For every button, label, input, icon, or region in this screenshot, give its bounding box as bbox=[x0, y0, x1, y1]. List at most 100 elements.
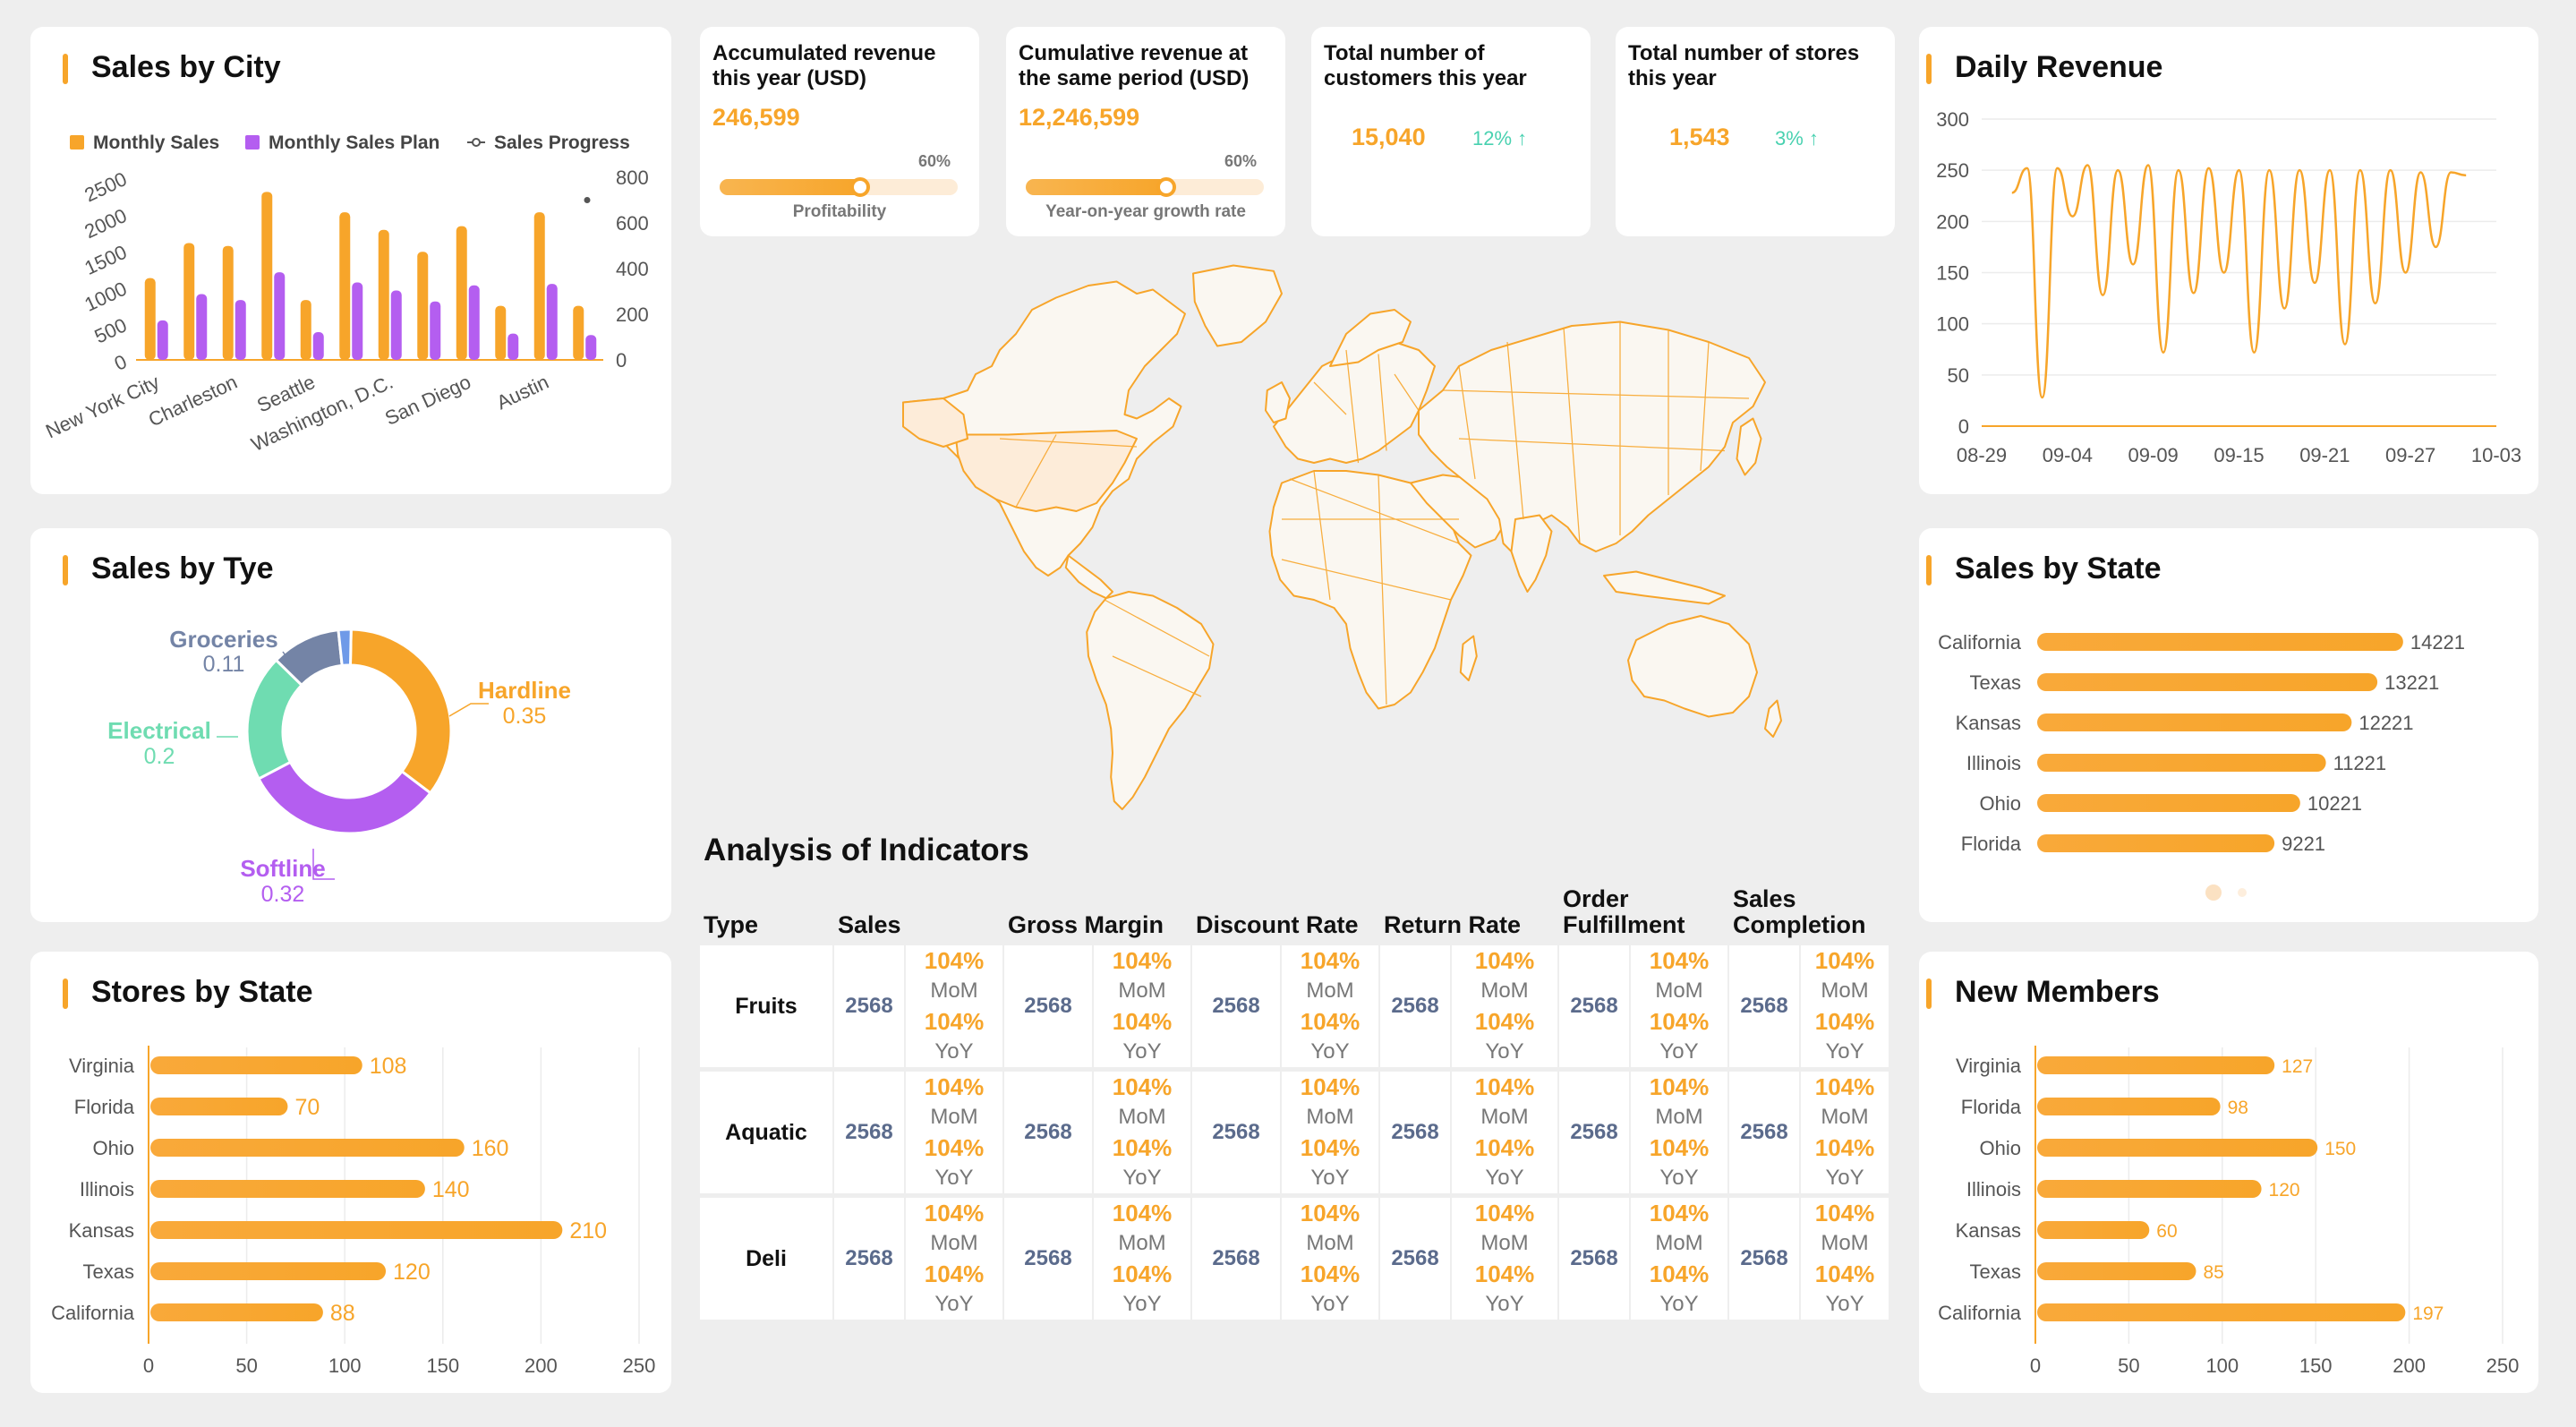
bar bbox=[2037, 1139, 2318, 1157]
donut-label-value: 0.32 bbox=[261, 882, 305, 907]
mom-percent: 104% bbox=[1474, 947, 1535, 974]
mom-percent: 104% bbox=[1300, 1200, 1361, 1226]
bar-value-label: 11221 bbox=[2333, 752, 2387, 774]
row-value: 2568 bbox=[1559, 945, 1632, 1072]
y-axis-category: California bbox=[51, 1302, 135, 1324]
y-axis-category: Florida bbox=[1961, 1096, 2022, 1118]
yoy-label: YoY bbox=[1825, 1292, 1864, 1316]
bar-value-label: 13221 bbox=[2384, 671, 2439, 694]
yoy-label: YoY bbox=[1310, 1166, 1350, 1190]
y-axis-tick: 0 bbox=[1958, 415, 1969, 438]
x-axis-tick: 50 bbox=[235, 1354, 257, 1377]
bar-value-label: 140 bbox=[432, 1177, 470, 1202]
bar-value-label: 210 bbox=[569, 1218, 607, 1243]
x-axis-tick: Austin bbox=[493, 371, 552, 414]
y-axis-category: Illinois bbox=[1966, 1178, 2021, 1201]
progress-knob bbox=[849, 177, 870, 197]
yoy-label: YoY bbox=[934, 1039, 974, 1064]
uk bbox=[1265, 381, 1291, 423]
x-axis-tick: 200 bbox=[2393, 1354, 2426, 1377]
yoy-label: YoY bbox=[1122, 1166, 1162, 1190]
sales-by-state-title: Sales by State bbox=[1926, 551, 2162, 586]
yoy-percent: 104% bbox=[1300, 1260, 1361, 1287]
y-axis-category: Florida bbox=[1961, 833, 2022, 855]
x-axis-tick: New York City bbox=[42, 371, 163, 443]
bar-value-label: 12221 bbox=[2358, 712, 2413, 734]
bar-monthly-plan bbox=[157, 320, 168, 360]
row-change: 104% MoM 104% YoY bbox=[1282, 1072, 1381, 1198]
bar bbox=[150, 1139, 465, 1157]
y-axis-category: Ohio bbox=[1980, 1137, 2021, 1159]
row-change: 104% MoM 104% YoY bbox=[1452, 945, 1560, 1072]
yoy-label: YoY bbox=[1122, 1039, 1162, 1064]
mom-label: MoM bbox=[1480, 978, 1529, 1003]
header-return-rate: Return Rate bbox=[1384, 911, 1522, 938]
kpi-title: Cumulative revenue at the same period (U… bbox=[1019, 41, 1250, 90]
pagination-dot-active[interactable] bbox=[2205, 884, 2222, 901]
bar-monthly-sales bbox=[378, 229, 389, 360]
kpi-value: 1,543 bbox=[1669, 124, 1730, 150]
pagination-dot[interactable] bbox=[2238, 888, 2247, 897]
progress-label: Profitability bbox=[792, 202, 887, 221]
y-axis-category: Texas bbox=[1970, 671, 2021, 694]
mom-label: MoM bbox=[1480, 1105, 1529, 1129]
bar-monthly-sales bbox=[222, 245, 234, 360]
row-value: 2568 bbox=[1380, 1072, 1453, 1198]
bar-monthly-plan bbox=[508, 333, 519, 360]
bar bbox=[2037, 1098, 2221, 1115]
daily-revenue-panel: Daily Revenue 0 50 100 150 200 250 300 08-29 09-… bbox=[1919, 27, 2538, 494]
y-axis-category: Kansas bbox=[1956, 712, 2021, 734]
sales-by-state-panel: Sales by State California 14221 Texas 13221… bbox=[1919, 528, 2538, 922]
y-axis-tick: 50 bbox=[1948, 364, 1969, 387]
analysis-of-indicators-title: Analysis of Indicators bbox=[704, 833, 1029, 867]
y-axis-category: California bbox=[1938, 631, 2022, 654]
kpi-change: 12% ↑ bbox=[1472, 127, 1528, 150]
bar bbox=[2037, 834, 2275, 852]
y-axis-tick: 200 bbox=[1936, 210, 1969, 233]
southeast-asia-islands bbox=[1603, 570, 1726, 605]
sales-by-state-chart: California 14221 Texas 13221 Kansas 12221 Illi… bbox=[1938, 631, 2465, 855]
mom-percent: 104% bbox=[924, 1073, 985, 1100]
mom-percent: 104% bbox=[1649, 1200, 1710, 1226]
header-gross-margin: Gross Margin bbox=[1008, 911, 1164, 938]
bar-monthly-sales bbox=[456, 226, 467, 360]
bar-monthly-plan bbox=[390, 290, 402, 360]
mom-label: MoM bbox=[1118, 1105, 1166, 1129]
row-change: 104% MoM 104% YoY bbox=[906, 1072, 1004, 1198]
table-row: Aquatic 2568 104% MoM 104% YoY 2568 104% MoM 104%… bbox=[700, 1072, 1891, 1198]
table-row: Fruits 2568 104% MoM 104% YoY 2568 104% MoM 104% Y… bbox=[700, 945, 1891, 1072]
mom-label: MoM bbox=[1821, 1105, 1869, 1129]
row-change: 104% MoM 104% YoY bbox=[906, 945, 1004, 1072]
y-axis-category: Texas bbox=[83, 1260, 134, 1283]
bar bbox=[2037, 1221, 2150, 1239]
row-change: 104% MoM 104% YoY bbox=[1801, 1198, 1891, 1324]
x-axis-tick: 0 bbox=[2030, 1354, 2041, 1377]
greenland bbox=[1192, 264, 1283, 347]
row-change: 104% MoM 104% YoY bbox=[1631, 1072, 1730, 1198]
bar bbox=[2037, 1180, 2262, 1198]
donut-label-value: 0.2 bbox=[144, 744, 175, 769]
y-axis-left-tick: 2500 bbox=[81, 167, 131, 206]
bar-value-label: 120 bbox=[393, 1260, 431, 1285]
new-members-panel: New Members 0 50 100 150 200 250 Virginia 127 Fl… bbox=[1919, 952, 2538, 1393]
bar-monthly-sales bbox=[183, 243, 195, 360]
bar-monthly-sales bbox=[573, 305, 584, 360]
indicators-table: Type Sales Gross Margin Discount Rate Re… bbox=[700, 885, 1891, 1324]
x-axis-tick: 09-15 bbox=[2213, 444, 2264, 466]
legend-monthly-plan-label: Monthly Sales Plan bbox=[269, 132, 439, 153]
daily-revenue-chart: 0 50 100 150 200 250 300 08-29 09-04 09-09 09-15 09… bbox=[1936, 108, 2521, 466]
mom-label: MoM bbox=[930, 1105, 978, 1129]
row-value: 2568 bbox=[1004, 1198, 1094, 1324]
new-members-title: New Members bbox=[1926, 975, 2160, 1010]
y-axis-category: Ohio bbox=[93, 1137, 134, 1159]
donut-label-name: Electrical bbox=[107, 717, 211, 744]
row-change: 104% MoM 104% YoY bbox=[1631, 945, 1730, 1072]
row-value: 2568 bbox=[1729, 1198, 1802, 1324]
bar-value-label: 120 bbox=[2269, 1180, 2300, 1201]
header-order-fulfillment: Order Fulfillment bbox=[1563, 885, 1685, 938]
x-axis-tick: San Diego bbox=[381, 371, 474, 430]
y-axis-left-tick: 2000 bbox=[81, 204, 131, 243]
bar-monthly-sales bbox=[144, 278, 156, 360]
new-members-chart: 0 50 100 150 200 250 Virginia 127 Florida 98 Ohio 1… bbox=[1938, 1046, 2519, 1377]
